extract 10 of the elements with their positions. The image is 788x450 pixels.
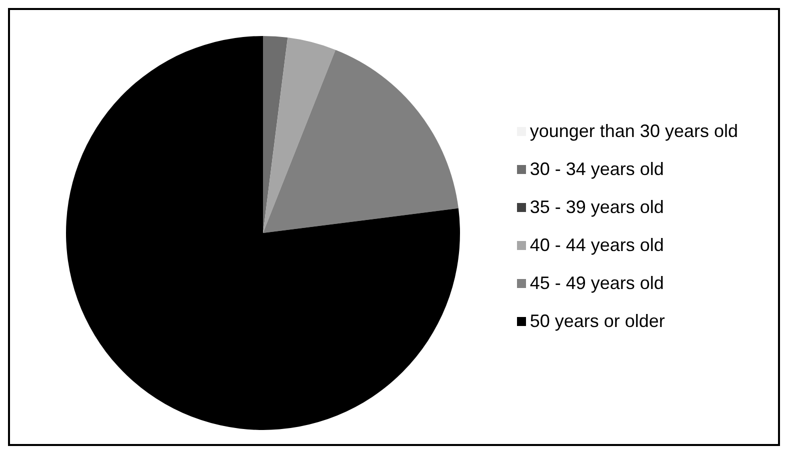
pie-slice — [263, 36, 288, 233]
legend-label: 45 - 49 years old — [530, 272, 664, 294]
pie-slice — [263, 50, 458, 233]
legend-label: 40 - 44 years old — [530, 234, 664, 256]
legend-label: younger than 30 years old — [530, 120, 738, 142]
pie-slice — [66, 36, 460, 430]
legend-label: 30 - 34 years old — [530, 158, 664, 180]
legend-label: 35 - 39 years old — [530, 196, 664, 218]
pie-slice — [263, 38, 336, 233]
legend-label: 50 years or older — [530, 310, 665, 332]
